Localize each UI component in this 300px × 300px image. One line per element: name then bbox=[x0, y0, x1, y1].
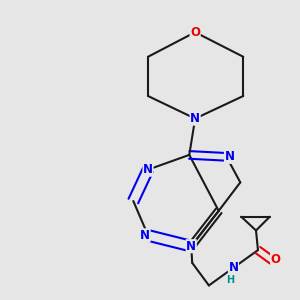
Text: N: N bbox=[224, 150, 235, 164]
Text: H: H bbox=[226, 274, 235, 285]
Text: O: O bbox=[190, 26, 200, 39]
Text: N: N bbox=[190, 112, 200, 125]
Text: N: N bbox=[143, 163, 153, 176]
Text: O: O bbox=[271, 254, 281, 266]
Text: N: N bbox=[228, 261, 239, 274]
Text: N: N bbox=[186, 240, 196, 253]
Text: N: N bbox=[140, 229, 150, 242]
